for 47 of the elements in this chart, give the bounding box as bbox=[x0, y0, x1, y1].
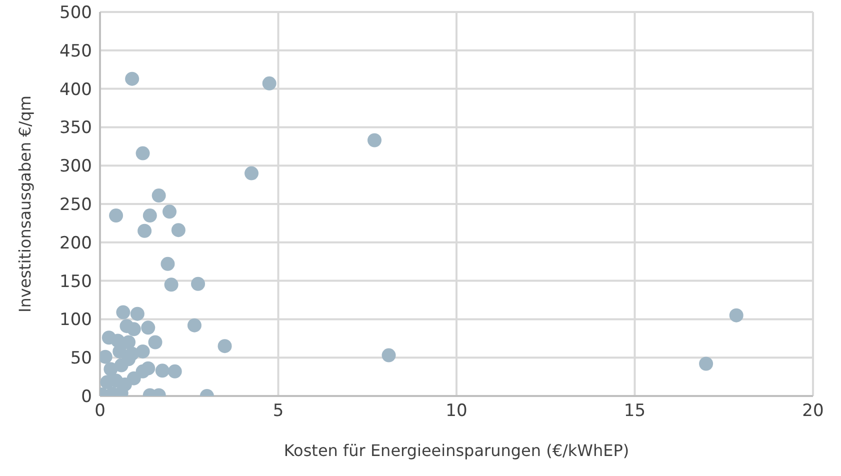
y-tick-label: 200 bbox=[60, 233, 92, 254]
point bbox=[164, 278, 178, 292]
y-tick-label: 100 bbox=[60, 310, 92, 330]
point bbox=[125, 72, 140, 86]
point bbox=[112, 344, 127, 358]
y-tick-label: 350 bbox=[60, 118, 92, 138]
point bbox=[141, 320, 156, 335]
y-tick-label: 500 bbox=[60, 3, 92, 24]
point bbox=[109, 208, 124, 223]
point bbox=[699, 356, 714, 371]
point bbox=[116, 305, 130, 320]
point bbox=[136, 364, 150, 378]
x-tick-label: 15 bbox=[624, 401, 646, 422]
y-tick-label: 450 bbox=[60, 41, 92, 62]
y-tick-label: 0 bbox=[81, 387, 92, 408]
point bbox=[130, 306, 144, 321]
point bbox=[152, 188, 166, 203]
y-tick-label: 300 bbox=[60, 156, 92, 177]
point bbox=[218, 339, 232, 354]
point bbox=[160, 256, 175, 271]
point bbox=[142, 208, 157, 223]
point bbox=[191, 276, 206, 291]
x-axis-title: Kosten für Energieeinsparungen (€/kWhEP) bbox=[284, 441, 630, 460]
x-tick-label: 0 bbox=[94, 401, 106, 422]
point bbox=[136, 146, 150, 160]
point bbox=[262, 76, 276, 90]
point bbox=[162, 204, 177, 219]
y-tick-label: 400 bbox=[60, 80, 92, 100]
point bbox=[187, 318, 202, 332]
point bbox=[148, 335, 162, 350]
point bbox=[244, 166, 259, 180]
point bbox=[126, 322, 141, 336]
point bbox=[168, 364, 182, 378]
point bbox=[155, 364, 170, 378]
point bbox=[382, 348, 396, 362]
x-tick-label: 20 bbox=[802, 401, 824, 422]
point bbox=[138, 224, 152, 238]
point bbox=[122, 335, 136, 350]
y-tick-label: 50 bbox=[70, 348, 92, 369]
x-tick-label: 5 bbox=[272, 401, 284, 422]
point bbox=[171, 223, 186, 238]
y-tick-label: 150 bbox=[60, 272, 92, 292]
y-tick-label: 250 bbox=[60, 195, 92, 216]
y-axis-title: Investitionsausgaben €/qm bbox=[16, 96, 35, 312]
point bbox=[368, 133, 382, 148]
point bbox=[729, 308, 744, 322]
x-tick-label: 10 bbox=[446, 401, 468, 422]
